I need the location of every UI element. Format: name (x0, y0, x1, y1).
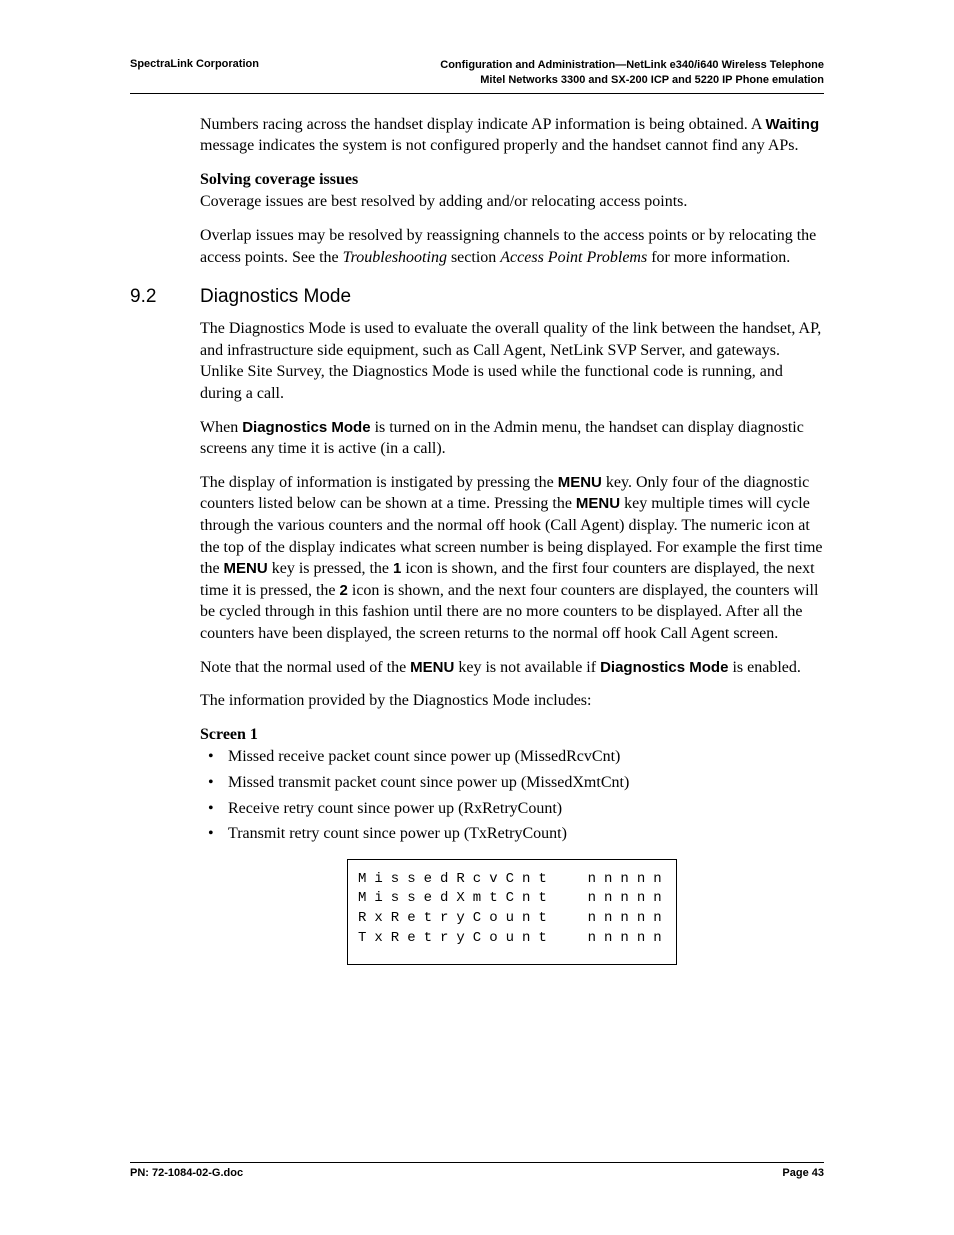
header-company: SpectraLink Corporation (130, 58, 259, 70)
paragraph-info-list-intro: The information provided by the Diagnost… (200, 690, 824, 712)
handset-screen-display: MissedRcvCnt nnnnn MissedXmtCnt nnnnn Rx… (347, 859, 677, 965)
menu-keyword: MENU (558, 474, 602, 491)
screen-line: TxRetryCount nnnnn (358, 930, 670, 946)
list-item: Receive retry count since power up (RxRe… (200, 798, 824, 820)
screen-line: MissedXmtCnt nnnnn (358, 890, 670, 906)
paragraph-menu-key: The display of information is instigated… (200, 472, 824, 645)
list-item: Missed receive packet count since power … (200, 746, 824, 768)
waiting-keyword: Waiting (766, 116, 820, 133)
troubleshooting-ref: Troubleshooting (343, 249, 447, 266)
screen-line: RxRetryCount nnnnn (358, 910, 670, 926)
footer-doc-id: PN: 72-1084-02-G.doc (130, 1167, 243, 1179)
header-doc-title: Configuration and Administration—NetLink… (440, 58, 824, 88)
diagnostics-mode-keyword: Diagnostics Mode (242, 419, 370, 436)
paragraph-coverage: Coverage issues are best resolved by add… (200, 191, 824, 213)
section-heading: 9.2 Diagnostics Mode (130, 286, 824, 308)
paragraph-menu-note: Note that the normal used of the MENU ke… (200, 657, 824, 679)
section-title: Diagnostics Mode (200, 286, 351, 308)
body-text: Numbers racing across the handset displa… (130, 114, 824, 269)
menu-keyword: MENU (224, 560, 268, 577)
page: SpectraLink Corporation Configuration an… (0, 0, 954, 965)
paragraph-overlap: Overlap issues may be resolved by reassi… (200, 225, 824, 268)
paragraph-diag-on: When Diagnostics Mode is turned on in th… (200, 417, 824, 460)
screen1-bullets: Missed receive packet count since power … (200, 746, 824, 844)
ap-problems-ref: Access Point Problems (500, 249, 647, 266)
menu-keyword: MENU (410, 659, 454, 676)
header-line-1: Configuration and Administration—NetLink… (440, 58, 824, 73)
page-header: SpectraLink Corporation Configuration an… (130, 58, 824, 94)
footer-page-number: Page 43 (782, 1167, 824, 1179)
paragraph-ap-info: Numbers racing across the handset displa… (200, 114, 824, 157)
section-number: 9.2 (130, 286, 200, 308)
menu-keyword: MENU (576, 495, 620, 512)
screen-line: MissedRcvCnt nnnnn (358, 871, 670, 887)
diagnostics-mode-keyword: Diagnostics Mode (600, 659, 728, 676)
list-item: Transmit retry count since power up (TxR… (200, 823, 824, 845)
subhead-coverage: Solving coverage issues (200, 169, 824, 191)
list-item: Missed transmit packet count since power… (200, 772, 824, 794)
page-footer: PN: 72-1084-02-G.doc Page 43 (130, 1162, 824, 1179)
header-line-2: Mitel Networks 3300 and SX-200 ICP and 5… (440, 73, 824, 88)
section-body: The Diagnostics Mode is used to evaluate… (130, 318, 824, 965)
paragraph-diag-intro: The Diagnostics Mode is used to evaluate… (200, 318, 824, 404)
subhead-screen1: Screen 1 (200, 724, 824, 746)
two-keyword: 2 (340, 582, 348, 599)
